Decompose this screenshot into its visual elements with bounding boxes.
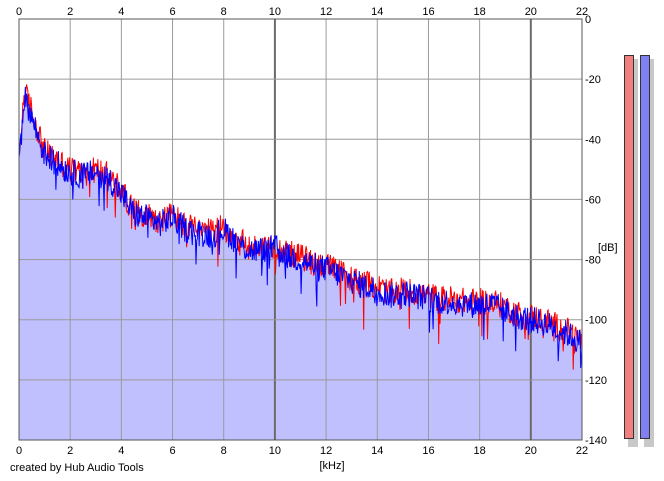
x-tick-label-top: 22 bbox=[576, 6, 588, 18]
y-tick-label: -60 bbox=[585, 194, 601, 206]
y-tick-label: 0 bbox=[585, 14, 591, 26]
x-tick-label-bottom: 4 bbox=[118, 445, 124, 457]
x-axis-label: [kHz] bbox=[319, 460, 344, 472]
x-tick-label-bottom: 2 bbox=[67, 445, 73, 457]
x-tick-label-top: 12 bbox=[320, 6, 332, 18]
plot-border bbox=[18, 18, 583, 441]
series-line-blue bbox=[18, 86, 583, 369]
y-tick-label: -140 bbox=[585, 435, 607, 447]
x-tick-label-bottom: 20 bbox=[525, 445, 537, 457]
x-tick-label-bottom: 18 bbox=[474, 445, 486, 457]
x-tick-label-top: 6 bbox=[169, 6, 175, 18]
y-axis-label: [dB] bbox=[598, 242, 618, 254]
x-tick-label-top: 8 bbox=[221, 6, 227, 18]
x-tick-label-top: 14 bbox=[371, 6, 383, 18]
credit-text: created by Hub Audio Tools bbox=[10, 462, 144, 474]
x-tick-label-bottom: 16 bbox=[422, 445, 434, 457]
right-level-meter bbox=[640, 55, 650, 439]
x-tick-label-top: 20 bbox=[525, 6, 537, 18]
x-tick-label-bottom: 0 bbox=[16, 445, 22, 457]
x-tick-label-bottom: 14 bbox=[371, 445, 383, 457]
y-tick-label: -80 bbox=[585, 255, 601, 267]
x-tick-label-top: 10 bbox=[269, 6, 281, 18]
series-line-red bbox=[18, 84, 583, 370]
y-tick-label: -40 bbox=[585, 134, 601, 146]
x-tick-label-top: 18 bbox=[474, 6, 486, 18]
x-tick-label-top: 2 bbox=[67, 6, 73, 18]
y-tick-label: -120 bbox=[585, 375, 607, 387]
left-level-meter bbox=[624, 55, 634, 439]
spectrum-fill bbox=[19, 86, 582, 441]
axes: 002244668810101212141416161818202022220-… bbox=[16, 6, 618, 472]
x-tick-label-bottom: 8 bbox=[221, 445, 227, 457]
x-tick-label-top: 16 bbox=[422, 6, 434, 18]
y-tick-label: -100 bbox=[585, 315, 607, 327]
y-tick-label: -20 bbox=[585, 74, 601, 86]
x-tick-label-bottom: 22 bbox=[576, 445, 588, 457]
x-tick-label-bottom: 6 bbox=[169, 445, 175, 457]
x-tick-label-top: 4 bbox=[118, 6, 124, 18]
x-tick-label-bottom: 10 bbox=[269, 445, 281, 457]
x-tick-label-bottom: 12 bbox=[320, 445, 332, 457]
x-tick-label-top: 0 bbox=[16, 6, 22, 18]
plot-area bbox=[18, 18, 583, 441]
